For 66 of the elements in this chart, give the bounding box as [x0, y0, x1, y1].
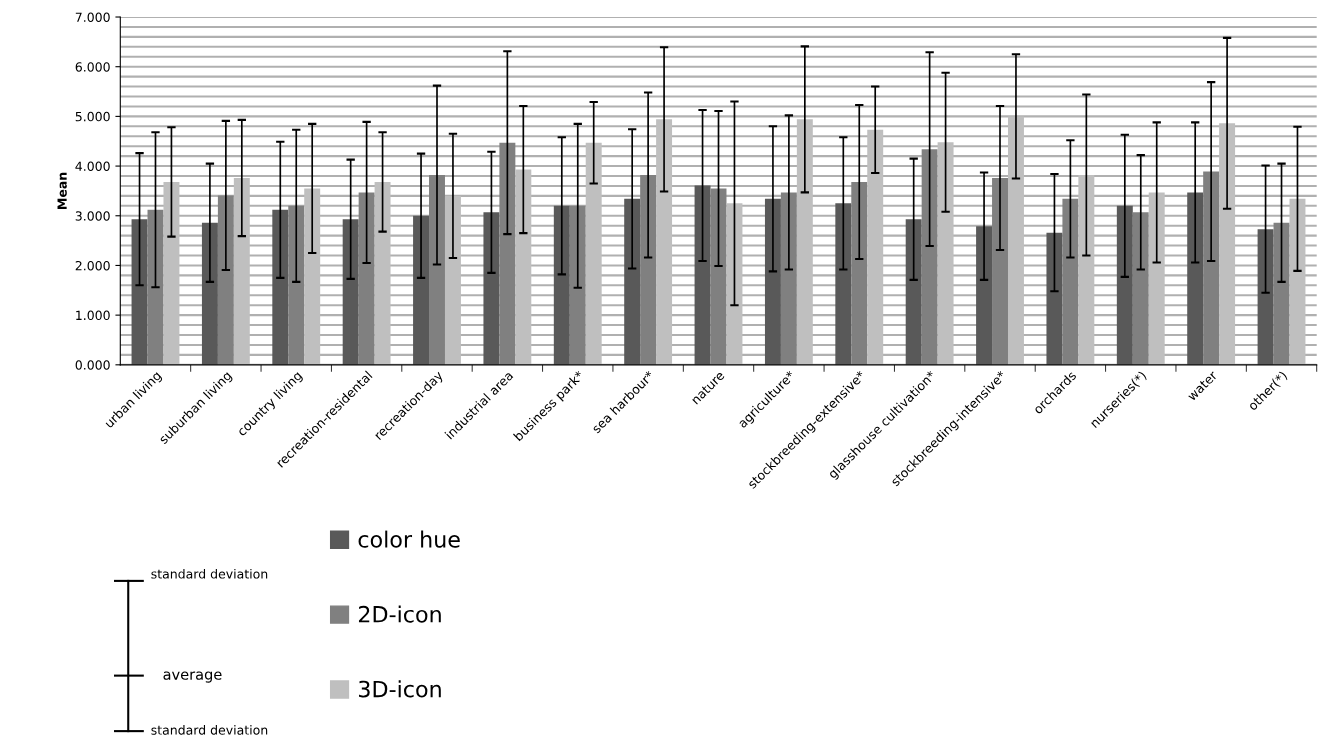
- bar: [656, 119, 673, 365]
- bar: [851, 181, 868, 365]
- bar: [780, 192, 797, 365]
- bar: [694, 185, 711, 365]
- y-tick-label: 5.000: [75, 111, 110, 122]
- bar: [1132, 212, 1149, 365]
- bar: [147, 209, 164, 365]
- bar: [444, 195, 461, 365]
- bar: [413, 215, 430, 365]
- bar: [585, 142, 602, 365]
- bar: [1007, 116, 1024, 365]
- y-tick-label: 6.000: [75, 62, 110, 72]
- bar: [163, 181, 180, 365]
- bar: [201, 222, 218, 365]
- bar: [867, 129, 884, 365]
- bar: [1116, 205, 1133, 365]
- bar: [499, 142, 516, 365]
- bar: [1046, 232, 1063, 365]
- y-tick-label: 1.000: [76, 310, 110, 321]
- bar: [976, 226, 993, 365]
- bar: [624, 198, 641, 365]
- y-tick-label: 7.000: [75, 12, 110, 22]
- bar: [937, 142, 954, 365]
- bar: [131, 219, 148, 365]
- y-axis-title: Mean: [57, 172, 67, 209]
- bar: [272, 209, 289, 365]
- bar: [1203, 171, 1220, 365]
- bar: [796, 119, 813, 365]
- bar: [288, 205, 305, 365]
- bar: [726, 203, 743, 365]
- bar: [1273, 222, 1290, 365]
- bar: [515, 169, 532, 365]
- bar: [921, 149, 938, 365]
- bar: [553, 205, 570, 365]
- bar: [640, 175, 657, 365]
- bar: [1257, 229, 1274, 365]
- bar: [1078, 175, 1095, 365]
- legend-label: color hue: [358, 530, 460, 548]
- bar: [1148, 192, 1165, 365]
- bar: [233, 178, 250, 365]
- bar: [374, 181, 391, 365]
- bar: [1062, 198, 1079, 365]
- bar: [217, 195, 234, 365]
- bar: [358, 192, 375, 365]
- bar: [1219, 123, 1236, 365]
- bar: [992, 178, 1008, 365]
- bar: [835, 203, 852, 365]
- bar: [710, 188, 727, 365]
- legend-label: 3D-icon: [359, 680, 441, 698]
- text: standard deviation: [151, 725, 268, 735]
- bar: [764, 198, 781, 365]
- legend-label: 2D-icon: [358, 605, 441, 623]
- y-tick-label: 2.000: [75, 260, 110, 271]
- y-tick-label: 4.000: [75, 161, 110, 171]
- text: average: [163, 671, 222, 683]
- y-tick-label: 0.000: [75, 360, 110, 370]
- bar: [304, 188, 321, 365]
- bar: [569, 205, 586, 365]
- text: standard deviation: [151, 568, 268, 579]
- bar: [905, 219, 922, 365]
- bar: [342, 219, 359, 365]
- y-tick-label: 3.000: [75, 211, 110, 221]
- bar: [1289, 198, 1306, 365]
- bar: [483, 212, 500, 365]
- bar: [429, 175, 445, 365]
- bar: [1187, 192, 1204, 365]
